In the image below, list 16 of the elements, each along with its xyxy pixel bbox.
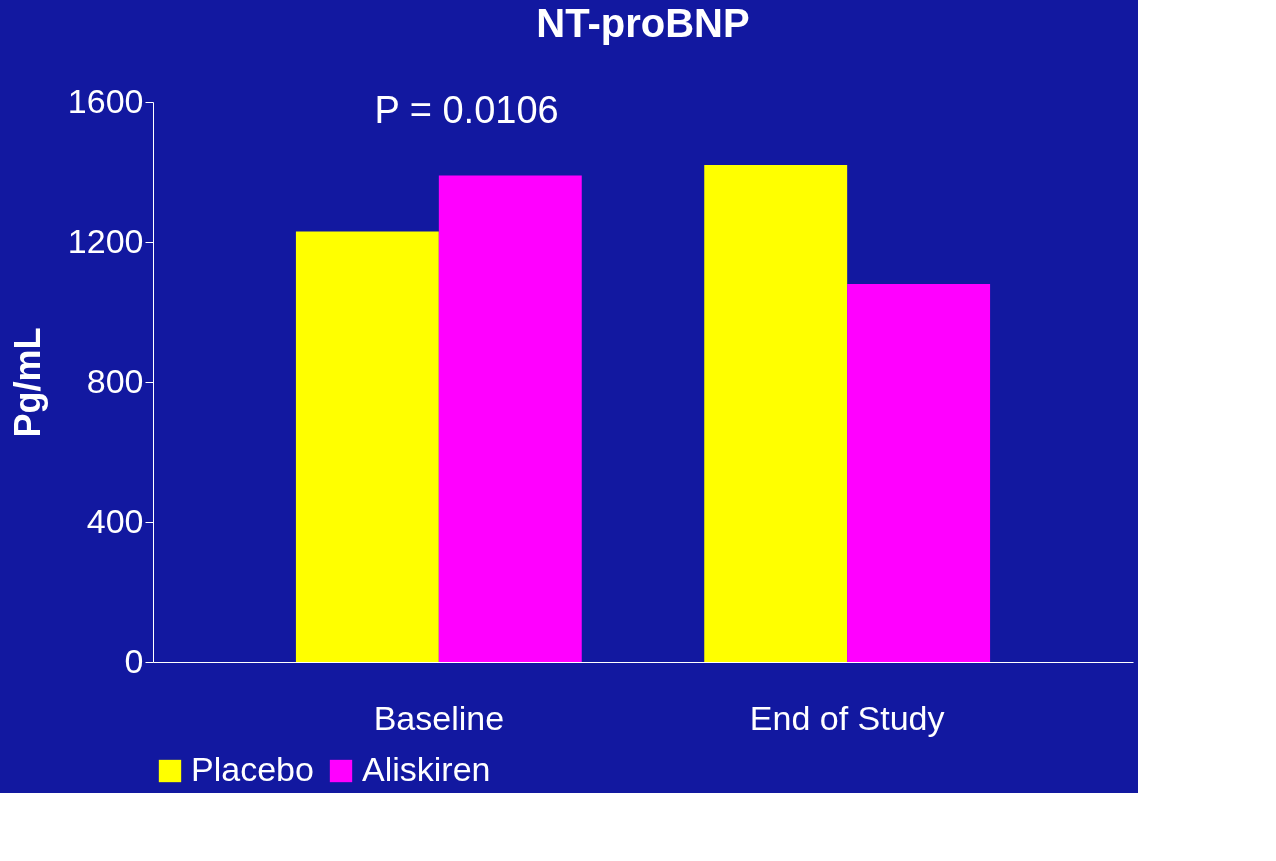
y-tick-label: 0 [124,641,144,680]
bar [704,165,848,662]
annotation: P = 0.0106 [374,89,559,131]
y-tick-label: 1200 [67,221,144,260]
y-axis-title: Pg/mL [6,327,48,438]
x-tick-label: Baseline [373,698,505,737]
bar [295,231,439,662]
bar [847,284,991,662]
chart-title: NT-proBNP [536,1,750,45]
y-tick-label: 800 [86,361,144,400]
legend-label: Aliskiren [362,750,491,788]
x-tick-label: End of Study [749,698,945,737]
legend-label: Placebo [191,750,314,788]
bar [438,175,582,662]
y-tick-label: 1600 [67,81,144,120]
y-tick-label: 400 [86,501,144,540]
